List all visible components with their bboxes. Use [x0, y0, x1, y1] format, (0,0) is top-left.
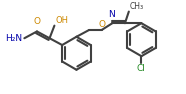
Text: CH₃: CH₃ [130, 2, 144, 11]
Text: N: N [108, 10, 115, 19]
Text: H₂N: H₂N [5, 34, 23, 43]
Text: OH: OH [55, 16, 68, 25]
Text: Cl: Cl [137, 64, 146, 73]
Text: O: O [33, 17, 41, 26]
Text: O: O [98, 20, 105, 29]
